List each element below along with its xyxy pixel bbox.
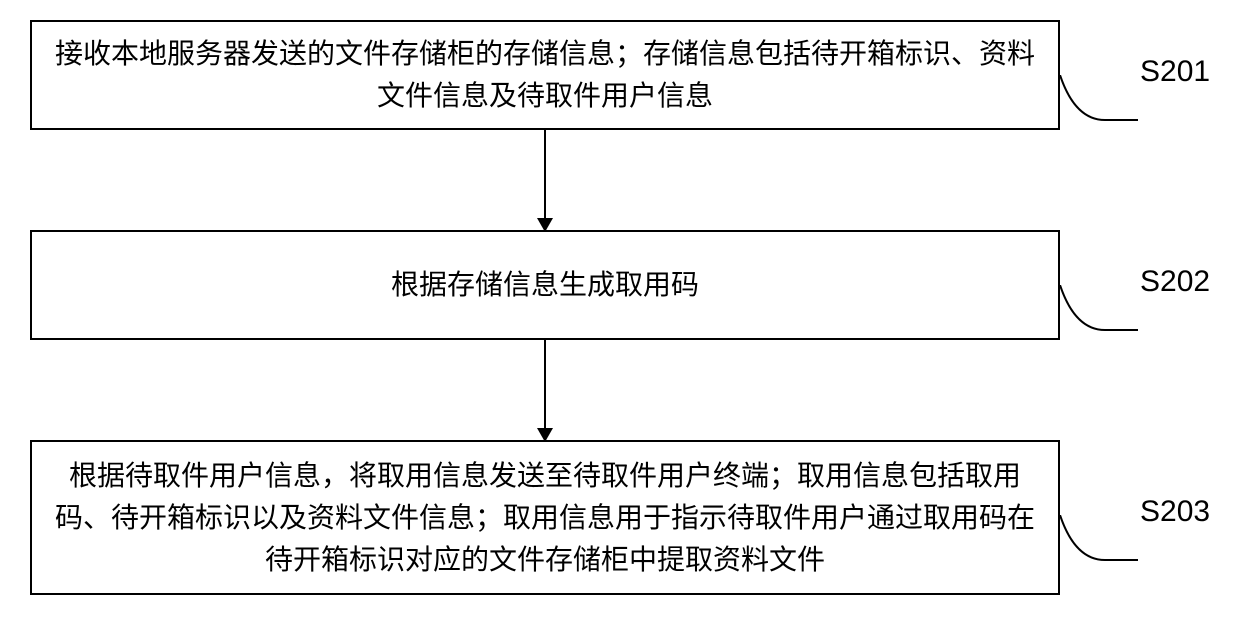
arrow-s201-to-s202 bbox=[544, 130, 546, 220]
step-label-s202: S202 bbox=[1140, 265, 1210, 299]
curve-connector-s202 bbox=[1060, 285, 1140, 340]
flowchart-container: 接收本地服务器发送的文件存储柜的存储信息；存储信息包括待开箱标识、资料文件信息及… bbox=[0, 0, 1240, 637]
step-box-s201: 接收本地服务器发送的文件存储柜的存储信息；存储信息包括待开箱标识、资料文件信息及… bbox=[30, 20, 1060, 130]
step-label-s201: S201 bbox=[1140, 55, 1210, 89]
arrow-s202-to-s203 bbox=[544, 340, 546, 430]
step-label-s203: S203 bbox=[1140, 495, 1210, 529]
step-box-s203: 根据待取件用户信息，将取用信息发送至待取件用户终端；取用信息包括取用码、待开箱标… bbox=[30, 440, 1060, 595]
curve-connector-s201 bbox=[1060, 75, 1140, 130]
step-text-s203: 根据待取件用户信息，将取用信息发送至待取件用户终端；取用信息包括取用码、待开箱标… bbox=[52, 455, 1038, 581]
curve-connector-s203 bbox=[1060, 515, 1140, 570]
step-text-s202: 根据存储信息生成取用码 bbox=[391, 264, 699, 306]
step-text-s201: 接收本地服务器发送的文件存储柜的存储信息；存储信息包括待开箱标识、资料文件信息及… bbox=[52, 33, 1038, 117]
step-box-s202: 根据存储信息生成取用码 bbox=[30, 230, 1060, 340]
